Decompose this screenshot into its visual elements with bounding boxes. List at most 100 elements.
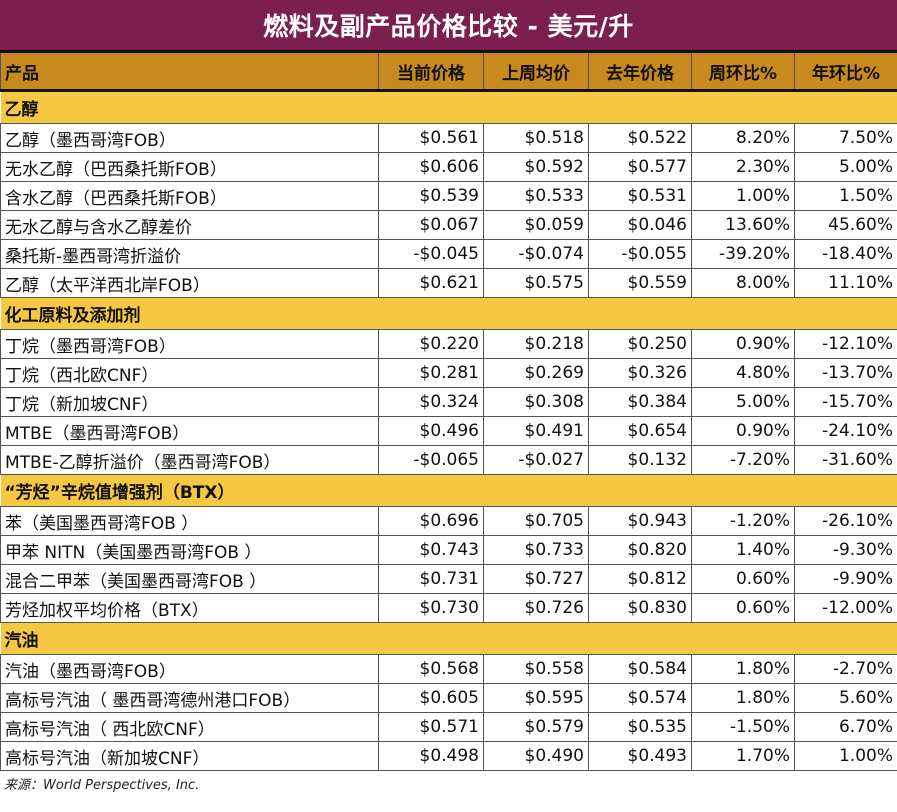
cell-year-change: 6.70% (794, 712, 897, 742)
cell-current-price: $0.571 (378, 712, 484, 742)
cell-year-change: -2.70% (794, 654, 897, 684)
cell-year-change: 45.60% (794, 210, 897, 240)
cell-product-name: 混合二甲苯（美国墨西哥湾FOB ） (0, 564, 379, 594)
price-comparison-table: 产品 当前价格 上周均价 去年价格 周环比% 年环比% 乙醇 乙醇（墨西哥湾FOB… (0, 50, 897, 771)
section-title: 乙醇 (0, 90, 897, 124)
table-row: 丁烷（新加坡CNF） $0.324 $0.308 $0.384 5.00% -15.70% (0, 387, 897, 417)
cell-current-price: $0.498 (378, 741, 484, 771)
cell-current-price: $0.696 (378, 506, 484, 536)
cell-last-week-avg: $0.558 (483, 654, 589, 684)
cell-year-change: -9.90% (794, 564, 897, 594)
cell-current-price: $0.621 (378, 268, 484, 298)
cell-year-change: -31.60% (794, 445, 897, 475)
table-row: 乙醇（墨西哥湾FOB） $0.561 $0.518 $0.522 8.20% 7.50% (0, 123, 897, 153)
table-row: 芳烃加权平均价格（BTX） $0.730 $0.726 $0.830 0.60% -12.… (0, 593, 897, 623)
cell-last-week-avg: $0.575 (483, 268, 589, 298)
cell-last-week-avg: $0.518 (483, 123, 589, 153)
cell-last-week-avg: $0.491 (483, 416, 589, 446)
cell-week-change: 1.70% (691, 741, 795, 771)
section-title: 汽油 (0, 622, 897, 655)
cell-product-name: 高标号汽油（ 墨西哥湾德州港口FOB） (0, 683, 379, 713)
cell-last-year-price: $0.559 (588, 268, 692, 298)
cell-week-change: 1.00% (691, 181, 795, 211)
cell-product-name: 含水乙醇（巴西桑托斯FOB） (0, 181, 379, 211)
table-row: 苯（美国墨西哥湾FOB ） $0.696 $0.705 $0.943 -1.20% -26… (0, 506, 897, 536)
table-row: 丁烷（西北欧CNF） $0.281 $0.269 $0.326 4.80% -13.70% (0, 358, 897, 388)
cell-product-name: 乙醇（太平洋西北岸FOB） (0, 268, 379, 298)
table-row: 甲苯 NITN（美国墨西哥湾FOB ） $0.743 $0.733 $0.820 1.4… (0, 535, 897, 565)
header-year-change: 年环比% (794, 50, 897, 92)
cell-year-change: 5.00% (794, 152, 897, 182)
cell-year-change: 7.50% (794, 123, 897, 153)
cell-last-week-avg: $0.592 (483, 152, 589, 182)
cell-current-price: $0.606 (378, 152, 484, 182)
cell-product-name: 无水乙醇（巴西桑托斯FOB） (0, 152, 379, 182)
cell-current-price: -$0.045 (378, 239, 484, 269)
cell-product-name: 芳烃加权平均价格（BTX） (0, 593, 379, 623)
cell-last-week-avg: $0.059 (483, 210, 589, 240)
cell-week-change: -1.50% (691, 712, 795, 742)
cell-week-change: -1.20% (691, 506, 795, 536)
cell-year-change: 11.10% (794, 268, 897, 298)
cell-year-change: -15.70% (794, 387, 897, 417)
table-row: 高标号汽油（ 墨西哥湾德州港口FOB） $0.605 $0.595 $0.574 1.8… (0, 683, 897, 713)
cell-product-name: 乙醇（墨西哥湾FOB） (0, 123, 379, 153)
cell-product-name: 桑托斯-墨西哥湾折溢价 (0, 239, 379, 269)
cell-year-change: -24.10% (794, 416, 897, 446)
cell-week-change: 4.80% (691, 358, 795, 388)
header-current-price: 当前价格 (378, 50, 484, 92)
table-body: 乙醇 乙醇（墨西哥湾FOB） $0.561 $0.518 $0.522 8.20% 7.50… (0, 90, 897, 771)
cell-last-week-avg: $0.726 (483, 593, 589, 623)
table-row: 高标号汽油（ 西北欧CNF） $0.571 $0.579 $0.535 -1.50% 6.… (0, 712, 897, 742)
cell-last-week-avg: -$0.027 (483, 445, 589, 475)
cell-current-price: $0.605 (378, 683, 484, 713)
cell-week-change: 8.20% (691, 123, 795, 153)
header-week-change: 周环比% (691, 50, 795, 92)
cell-current-price: $0.496 (378, 416, 484, 446)
table-header-row: 产品 当前价格 上周均价 去年价格 周环比% 年环比% (0, 50, 897, 92)
cell-week-change: 0.60% (691, 564, 795, 594)
cell-current-price: $0.730 (378, 593, 484, 623)
table-row: 混合二甲苯（美国墨西哥湾FOB ） $0.731 $0.727 $0.812 0.60%… (0, 564, 897, 594)
cell-last-year-price: $0.943 (588, 506, 692, 536)
table-row: MTBE-乙醇折溢价（墨西哥湾FOB） -$0.065 -$0.027 $0.132-… (0, 445, 897, 475)
cell-last-year-price: $0.574 (588, 683, 692, 713)
cell-current-price: $0.324 (378, 387, 484, 417)
cell-last-year-price: $0.654 (588, 416, 692, 446)
table-row: 汽油（墨西哥湾FOB） $0.568 $0.558 $0.584 1.80% -2.70% (0, 654, 897, 684)
cell-last-week-avg: -$0.074 (483, 239, 589, 269)
table-row: 含水乙醇（巴西桑托斯FOB） $0.539 $0.533 $0.531 1.00% 1.5… (0, 181, 897, 211)
cell-year-change: 1.00% (794, 741, 897, 771)
cell-last-year-price: $0.577 (588, 152, 692, 182)
section-row: 乙醇 (0, 90, 897, 124)
cell-last-year-price: $0.812 (588, 564, 692, 594)
cell-last-week-avg: $0.308 (483, 387, 589, 417)
cell-last-year-price: $0.584 (588, 654, 692, 684)
cell-current-price: $0.731 (378, 564, 484, 594)
cell-current-price: $0.743 (378, 535, 484, 565)
page-title: 燃料及副产品价格比较 - 美元/升 (0, 0, 897, 50)
cell-last-year-price: $0.522 (588, 123, 692, 153)
header-product: 产品 (0, 50, 379, 92)
cell-product-name: 高标号汽油（新加坡CNF） (0, 741, 379, 771)
cell-year-change: -12.10% (794, 329, 897, 359)
cell-week-change: 1.40% (691, 535, 795, 565)
cell-year-change: -12.00% (794, 593, 897, 623)
header-last-week-avg: 上周均价 (483, 50, 589, 92)
section-row: 化工原料及添加剂 (0, 297, 897, 330)
cell-current-price: -$0.065 (378, 445, 484, 475)
cell-year-change: -9.30% (794, 535, 897, 565)
cell-last-week-avg: $0.269 (483, 358, 589, 388)
cell-year-change: 5.60% (794, 683, 897, 713)
cell-product-name: 高标号汽油（ 西北欧CNF） (0, 712, 379, 742)
cell-week-change: 1.80% (691, 683, 795, 713)
cell-last-year-price: $0.493 (588, 741, 692, 771)
cell-last-year-price: $0.046 (588, 210, 692, 240)
cell-product-name: 丁烷（墨西哥湾FOB） (0, 329, 379, 359)
cell-product-name: MTBE（墨西哥湾FOB） (0, 416, 379, 446)
cell-product-name: 无水乙醇与含水乙醇差价 (0, 210, 379, 240)
cell-current-price: $0.220 (378, 329, 484, 359)
cell-product-name: 汽油（墨西哥湾FOB） (0, 654, 379, 684)
table-row: 丁烷（墨西哥湾FOB） $0.220 $0.218 $0.250 0.90% -12.10… (0, 329, 897, 359)
cell-week-change: 0.60% (691, 593, 795, 623)
